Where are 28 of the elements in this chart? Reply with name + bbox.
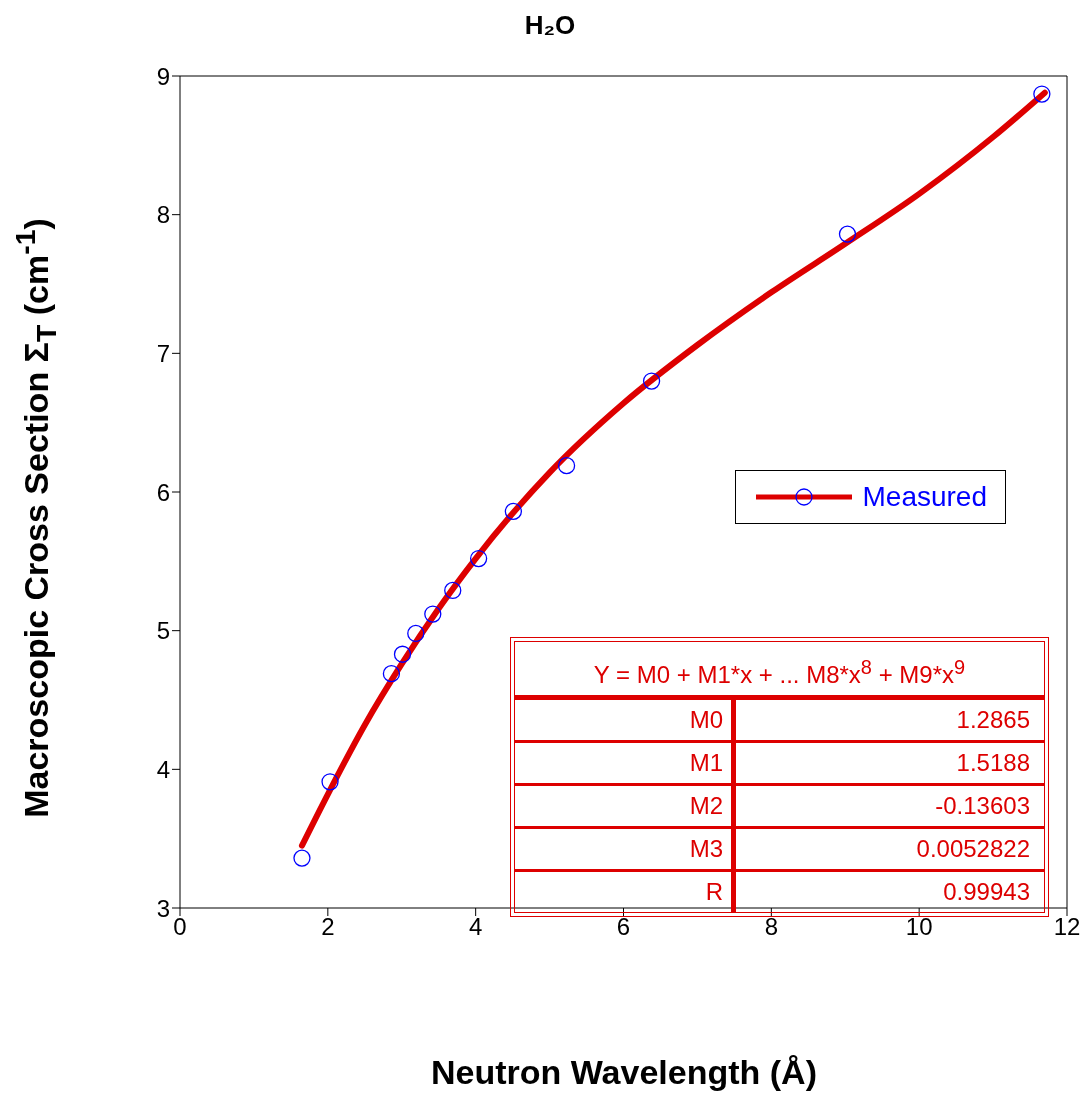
annotation: Y = M0 + M1*x + ... M8*x$^{8}$ + M9*x$^{9}$ [514, 641, 1045, 698]
y-tick-label: 3 [156, 894, 170, 922]
annotation: M1 [514, 741, 734, 785]
x-tick-label: 12 [1053, 913, 1081, 941]
x-tick-label: 8 [764, 913, 779, 941]
annotation: M3 [514, 827, 734, 871]
annotation: R [514, 870, 734, 913]
annotation: 0.0052822 [733, 827, 1045, 871]
x-tick-label: 10 [905, 913, 933, 941]
legend-label: Measured [862, 481, 987, 513]
x-tick-label: 4 [468, 913, 483, 941]
y-tick-label: 5 [156, 617, 170, 645]
x-tick-label: 0 [173, 913, 187, 941]
y-tick-label: 6 [156, 478, 170, 506]
annotation: -0.13603 [733, 784, 1045, 828]
y-tick-label: 9 [156, 62, 170, 90]
annotation: 1.5188 [733, 741, 1045, 785]
y-tick-label: 4 [156, 755, 170, 783]
y-tick-label: 7 [156, 339, 170, 367]
annotation: M0 [514, 697, 734, 742]
x-tick-label: 2 [321, 913, 335, 941]
chart-title: H₂O [523, 10, 577, 41]
y-tick-label: 8 [156, 201, 170, 229]
annotation: 1.2865 [733, 697, 1045, 742]
x-tick-label: 6 [616, 913, 631, 941]
annotation: 0.99943 [942, 877, 1031, 907]
annotation: M2 [514, 784, 734, 828]
x-axis-title: Neutron Wavelength (Å) [430, 1053, 818, 1092]
